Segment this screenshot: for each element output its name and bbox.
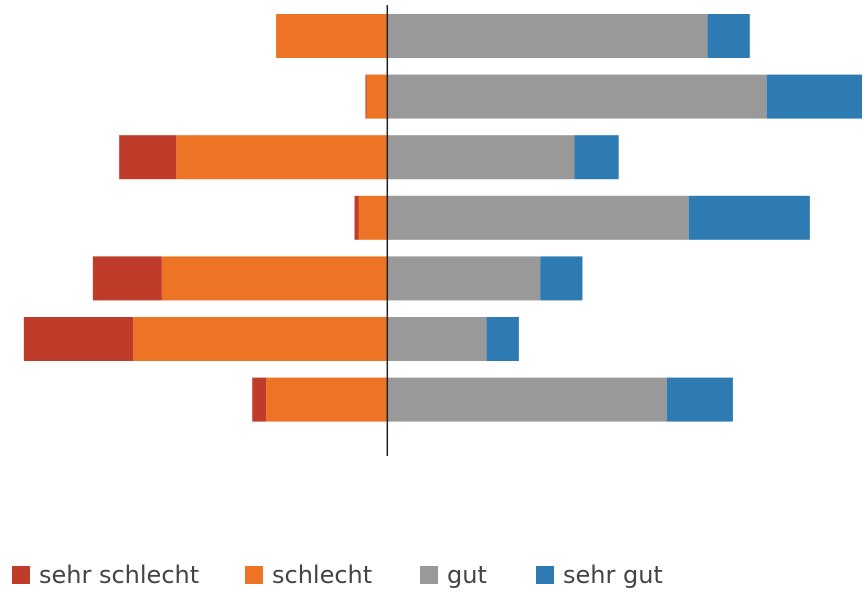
bar-segment	[387, 317, 487, 361]
bar-segment	[766, 74, 863, 119]
bar-segment	[387, 135, 575, 180]
legend-label: gut	[447, 561, 487, 589]
legend-swatch	[420, 566, 438, 584]
legend-label: sehr schlecht	[39, 561, 199, 589]
bar-segment	[276, 14, 388, 58]
bar-segment	[540, 256, 583, 301]
bar-segment	[486, 317, 519, 361]
bar-segment	[252, 377, 267, 422]
bar-segment	[119, 135, 177, 180]
bar-segment	[387, 256, 541, 301]
bar-segment	[387, 14, 708, 58]
legend-swatch	[245, 566, 263, 584]
bar-segment	[161, 256, 388, 301]
bar-segment	[387, 377, 667, 422]
bar-segment	[707, 14, 750, 58]
bar-segment	[266, 377, 388, 422]
bar-segment	[688, 195, 810, 240]
bar-segment	[387, 74, 767, 119]
legend-swatch	[12, 566, 30, 584]
bar-segment	[365, 74, 367, 119]
bar-segment	[366, 74, 388, 119]
bar-segment	[574, 135, 619, 180]
legend-label: schlecht	[272, 561, 372, 589]
bar-segment	[358, 195, 388, 240]
bar-segment	[354, 195, 359, 240]
bar-segment	[387, 195, 689, 240]
bar-segment	[92, 256, 162, 301]
legend-swatch	[536, 566, 554, 584]
bar-segment	[176, 135, 388, 180]
legend-label: sehr gut	[563, 561, 663, 589]
bar-segment	[666, 377, 733, 422]
bar-segment	[23, 317, 134, 361]
bar-segment	[133, 317, 388, 361]
